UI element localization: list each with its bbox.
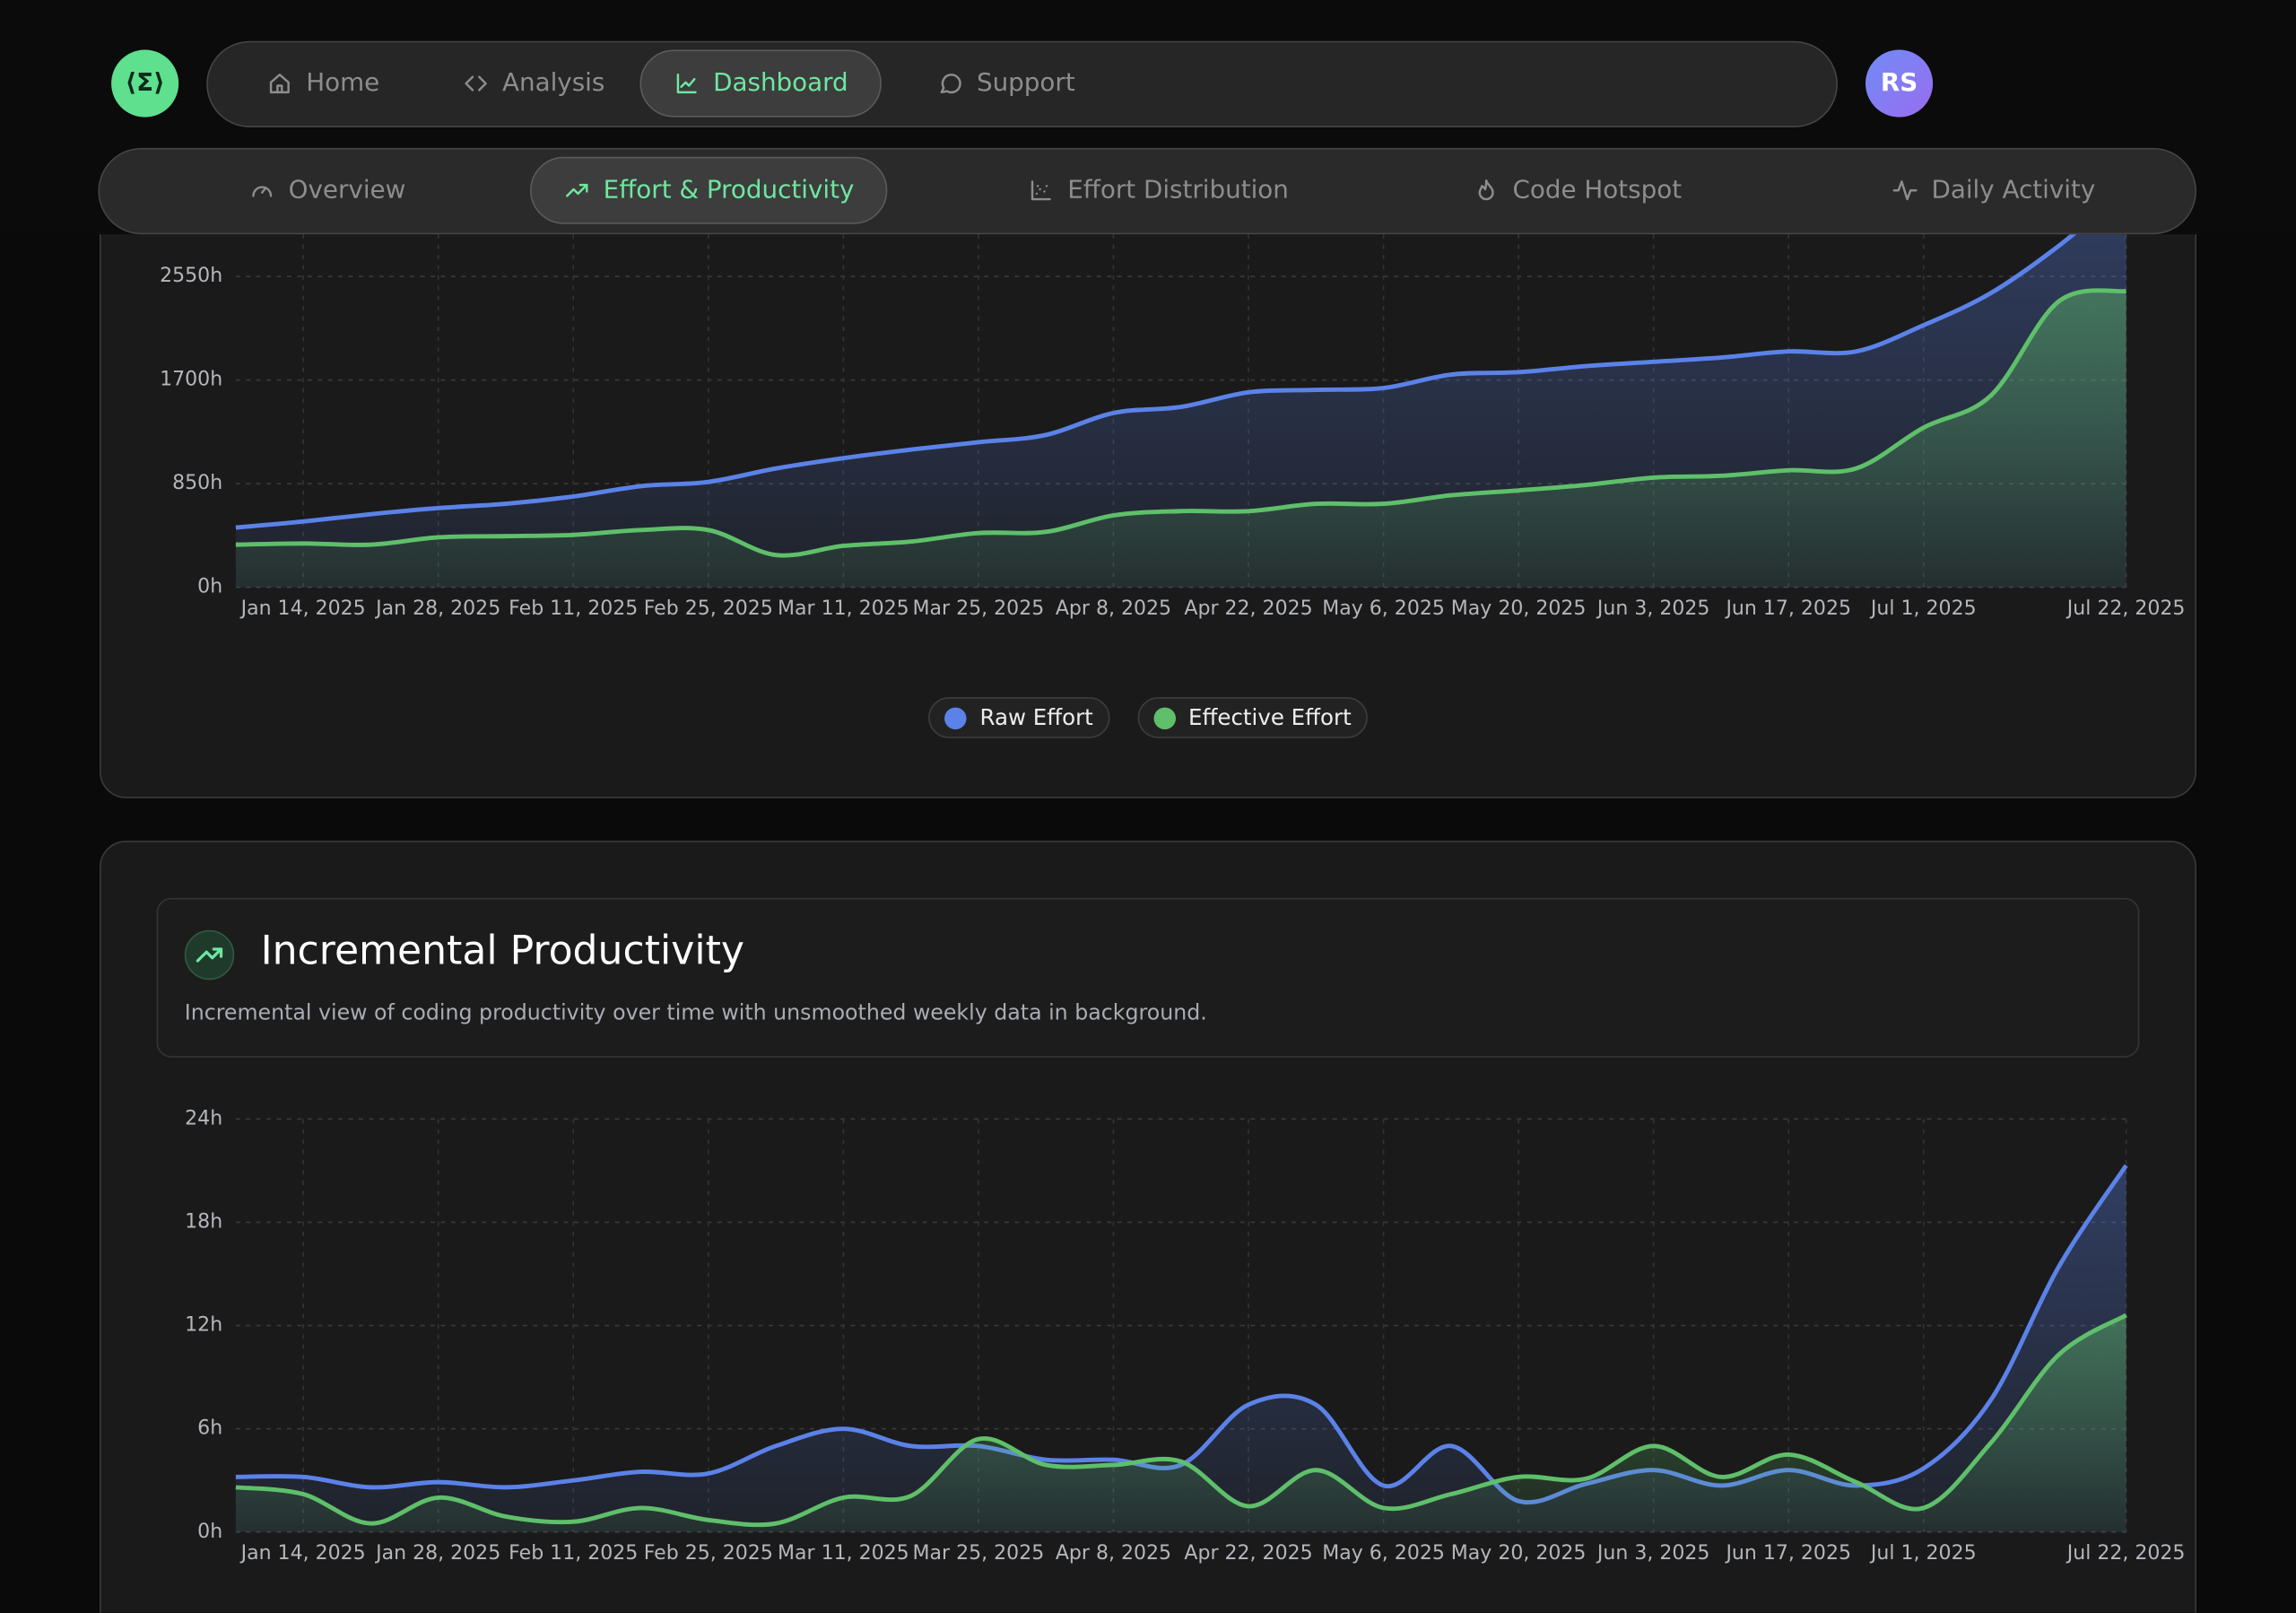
area [235, 290, 2126, 588]
line [235, 187, 2128, 530]
avatar[interactable]: RS [1865, 49, 1934, 118]
nav-label: Dashboard [713, 68, 848, 99]
x-tick-label: Mar 11, 2025 [778, 1542, 909, 1565]
nav-item[interactable]: Home [234, 50, 412, 118]
y-tick-label: 12h [185, 1314, 222, 1337]
nav-bar: Home Analysis Dashboard Support [206, 40, 1838, 128]
x-tick-label: Mar 25, 2025 [913, 597, 1045, 620]
x-tick-label: May 6, 2025 [1322, 1542, 1445, 1565]
legend-swatch [944, 706, 967, 729]
line [235, 1312, 2127, 1528]
x-tick-label: Mar 11, 2025 [778, 597, 909, 620]
section-header: Incremental Productivity Incremental vie… [156, 897, 2140, 1058]
x-tick-label: Jul 22, 2025 [2066, 597, 2186, 620]
x-tick-label: Jun 17, 2025 [1724, 597, 1851, 620]
legend-label: Raw Effort [979, 704, 1093, 731]
tab[interactable]: Effort & Productivity [530, 156, 888, 224]
nav-label: Support [976, 68, 1075, 99]
legend-label: Effective Effort [1188, 704, 1352, 731]
x-tick-label: Jun 3, 2025 [1596, 1542, 1710, 1565]
x-tick-label: May 20, 2025 [1451, 597, 1587, 620]
line [235, 1164, 2128, 1504]
tab[interactable]: Overview [217, 157, 439, 224]
tab-label: Effort Distribution [1067, 175, 1289, 205]
nav-label: Analysis [501, 68, 605, 99]
y-tick-label: 6h [197, 1417, 222, 1440]
area [235, 1165, 2126, 1532]
section-description: Incremental view of coding productivity … [184, 1001, 1207, 1025]
y-tick-label: 0h [197, 1521, 222, 1543]
x-tick-label: Jul 1, 2025 [1869, 1542, 1977, 1565]
x-tick-label: May 6, 2025 [1322, 597, 1445, 620]
tab[interactable]: Daily Activity [1859, 157, 2127, 224]
line [235, 288, 2126, 558]
legend: Raw Effort Effective Effort [101, 697, 2196, 738]
x-tick-label: Mar 25, 2025 [913, 1542, 1045, 1565]
x-tick-label: Jan 28, 2025 [374, 597, 500, 620]
tab-label: Code Hotspot [1512, 175, 1683, 205]
tab-label: Daily Activity [1931, 175, 2096, 205]
x-tick-label: Feb 25, 2025 [644, 597, 773, 620]
y-tick-label: 24h [185, 1107, 222, 1129]
y-tick-label: 850h [172, 472, 222, 494]
x-tick-label: Jan 28, 2025 [374, 1542, 500, 1565]
x-tick-label: Feb 11, 2025 [509, 1542, 638, 1565]
section-icon [184, 929, 235, 981]
x-tick-label: Apr 8, 2025 [1056, 1542, 1171, 1565]
nav-label: Home [306, 68, 380, 99]
x-tick-label: Jun 3, 2025 [1596, 597, 1710, 620]
x-tick-label: Jan 14, 2025 [239, 597, 366, 620]
x-tick-label: Feb 11, 2025 [509, 597, 638, 620]
tab-bar: Overview Effort & Productivity Effort Di… [98, 147, 2196, 235]
x-tick-label: Apr 22, 2025 [1184, 597, 1312, 620]
y-tick-label: 0h [197, 576, 222, 598]
legend-item[interactable]: Effective Effort [1136, 697, 1368, 738]
tab[interactable]: Effort Distribution [996, 157, 1321, 224]
nav-item[interactable]: Dashboard [639, 49, 883, 118]
x-tick-label: May 20, 2025 [1451, 1542, 1587, 1565]
logo[interactable]: ⟨Σ⟩ [111, 49, 179, 118]
x-tick-label: Jun 17, 2025 [1724, 1542, 1851, 1565]
y-tick-label: 1700h [160, 369, 222, 391]
x-tick-label: Feb 25, 2025 [644, 1542, 773, 1565]
x-tick-label: Jul 1, 2025 [1869, 597, 1977, 620]
y-tick-label: 2550h [160, 265, 222, 287]
y-tick-label: 18h [185, 1210, 222, 1233]
tab-label: Effort & Productivity [603, 175, 855, 205]
nav-item[interactable]: Analysis [430, 50, 637, 118]
tab[interactable]: Code Hotspot [1441, 157, 1714, 224]
area [235, 1315, 2126, 1532]
section-title: Incremental Productivity [260, 929, 744, 974]
x-tick-label: Apr 8, 2025 [1056, 597, 1171, 620]
nav-item[interactable]: Support [905, 50, 1108, 118]
legend-swatch [1152, 706, 1176, 729]
legend-item[interactable]: Raw Effort [928, 697, 1109, 738]
x-tick-label: Jul 22, 2025 [2066, 1542, 2186, 1565]
tab-label: Overview [288, 175, 406, 205]
x-tick-label: Apr 22, 2025 [1184, 1542, 1312, 1565]
x-tick-label: Jan 14, 2025 [239, 1542, 366, 1565]
